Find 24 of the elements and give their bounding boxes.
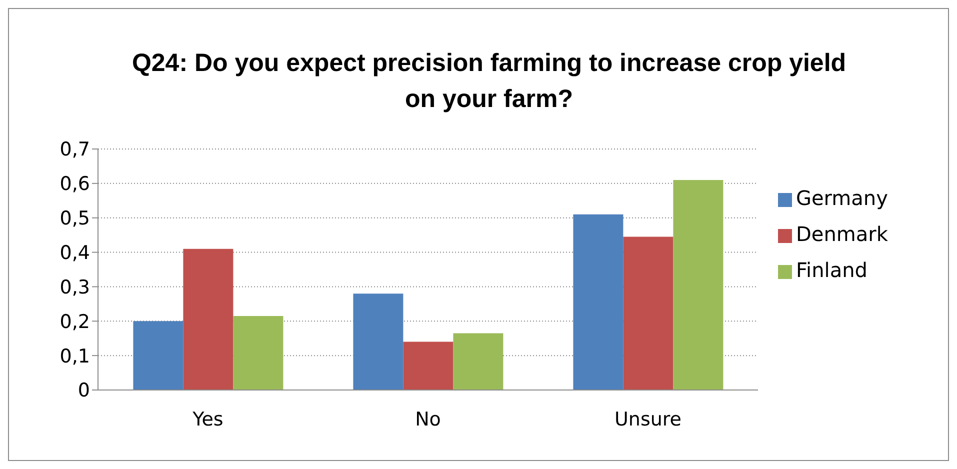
legend-label: Denmark: [796, 222, 888, 246]
bar: [673, 180, 724, 390]
bar: [453, 333, 504, 390]
y-tick-label: 0: [78, 380, 90, 402]
bar: [573, 214, 624, 390]
legend-label: Germany: [796, 186, 888, 210]
bar: [403, 342, 454, 390]
y-tick-label: 0,3: [60, 276, 90, 298]
x-tick-label: No: [415, 408, 441, 430]
chart-title: Q24: Do you expect precision farming to increase crop yield on your farm?: [130, 48, 848, 115]
y-tick-label: 0,7: [60, 138, 90, 161]
y-tick-label: 0,2: [60, 310, 90, 333]
y-tick-label: 0,4: [60, 242, 90, 264]
y-tick-label: 0,6: [60, 173, 90, 196]
y-tick-label: 0,5: [60, 208, 90, 230]
x-tick-label: Yes: [192, 408, 224, 430]
legend-label: Finland: [796, 258, 868, 282]
bar: [133, 321, 184, 390]
y-tick-label: 0,1: [60, 345, 90, 368]
x-tick-label: Unsure: [614, 408, 682, 430]
bar: [183, 248, 234, 390]
bar: [233, 316, 284, 390]
bar: [623, 236, 674, 390]
bar: [353, 294, 404, 390]
